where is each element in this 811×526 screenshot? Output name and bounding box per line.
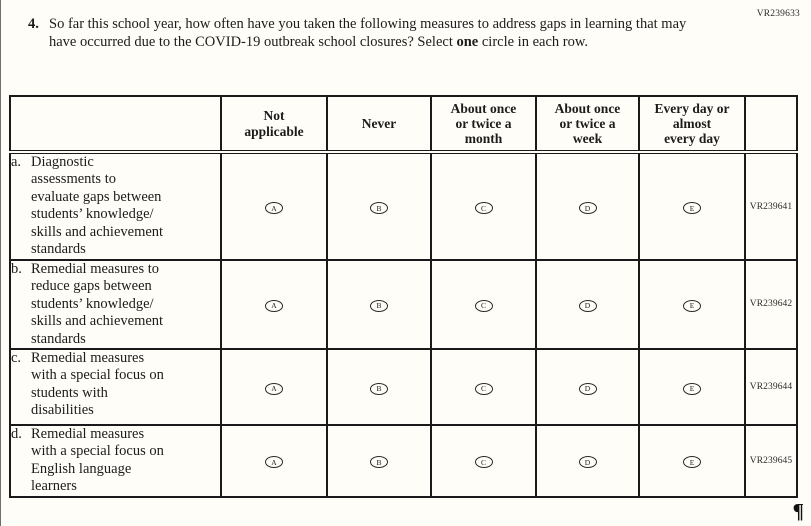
table-row-a: a. Diagnostic assessments to evaluate ga…	[9, 151, 798, 261]
paragraph-mark-icon: ¶	[792, 499, 804, 523]
answer-bubble-b-once-twice-month[interactable]: C	[474, 300, 493, 313]
header-stub	[9, 95, 222, 154]
table-row-d: d. Remedial measures with a special focu…	[9, 423, 798, 498]
row-letter: a.	[11, 154, 22, 170]
answer-bubble-a-once-twice-week[interactable]: D	[578, 202, 597, 215]
answer-bubble-d-never[interactable]: B	[370, 456, 388, 469]
answer-bubble-d-every-day[interactable]: E	[683, 456, 701, 469]
answer-bubble-a-not-applicable[interactable]: A	[265, 202, 283, 215]
question-bold-word: one	[456, 34, 479, 51]
answer-bubble-c-not-applicable[interactable]: A	[265, 382, 283, 395]
row-label: Remedial measures to reduce gaps between…	[31, 261, 164, 347]
row-letter: c.	[11, 349, 22, 366]
question-text-part2: circle in each row.	[478, 34, 588, 51]
answer-bubble-a-every-day[interactable]: E	[683, 202, 701, 215]
header-row: Not applicable Never About once or twice…	[9, 95, 798, 154]
question: 4. So far this school year, how often ha…	[28, 15, 697, 51]
answer-bubble-a-once-twice-month[interactable]: C	[474, 202, 493, 215]
row-letter: d.	[11, 425, 22, 442]
row-label: Remedial measures with a special focus o…	[31, 425, 164, 495]
row-letter: b.	[11, 261, 22, 277]
column-header-once-twice-week: About once or twice a week	[535, 95, 640, 154]
row-code: VR239645	[744, 423, 798, 498]
frequency-table: Not applicable Never About once or twice…	[9, 95, 798, 498]
answer-bubble-d-once-twice-week[interactable]: D	[578, 456, 597, 469]
table-row-c: c. Remedial measures with a special focu…	[9, 347, 798, 426]
answer-bubble-d-once-twice-month[interactable]: C	[474, 456, 493, 469]
answer-bubble-b-not-applicable[interactable]: A	[265, 300, 283, 313]
question-number: 4.	[28, 16, 39, 32]
question-text: So far this school year, how often have …	[49, 15, 697, 51]
answer-bubble-c-once-twice-week[interactable]: D	[578, 382, 597, 395]
answer-bubble-c-every-day[interactable]: E	[683, 382, 701, 395]
column-header-not-applicable: Not applicable	[220, 95, 328, 154]
column-header-every-day: Every day or almost every day	[638, 95, 746, 154]
column-header-never: Never	[326, 95, 432, 154]
row-code: VR239641	[744, 151, 798, 261]
form-code-top: VR239633	[756, 9, 800, 19]
answer-bubble-c-once-twice-month[interactable]: C	[474, 382, 493, 395]
question-text-part1: So far this school year, how often have …	[49, 16, 687, 51]
answer-bubble-b-every-day[interactable]: E	[683, 300, 701, 313]
column-header-once-twice-month: About once or twice a month	[430, 95, 537, 154]
row-label: Diagnostic assessments to evaluate gaps …	[31, 154, 164, 257]
row-code: VR239644	[744, 347, 798, 426]
answer-bubble-c-never[interactable]: B	[370, 382, 388, 395]
answer-bubble-a-never[interactable]: B	[370, 202, 388, 215]
row-code: VR239642	[744, 259, 798, 350]
answer-bubble-b-once-twice-week[interactable]: D	[578, 300, 597, 313]
table-row-b: b. Remedial measures to reduce gaps betw…	[9, 259, 798, 350]
row-label: Remedial measures with a special focus o…	[31, 349, 164, 419]
answer-bubble-b-never[interactable]: B	[370, 300, 388, 313]
header-code-stub	[744, 95, 798, 154]
answer-bubble-d-not-applicable[interactable]: A	[265, 456, 283, 469]
